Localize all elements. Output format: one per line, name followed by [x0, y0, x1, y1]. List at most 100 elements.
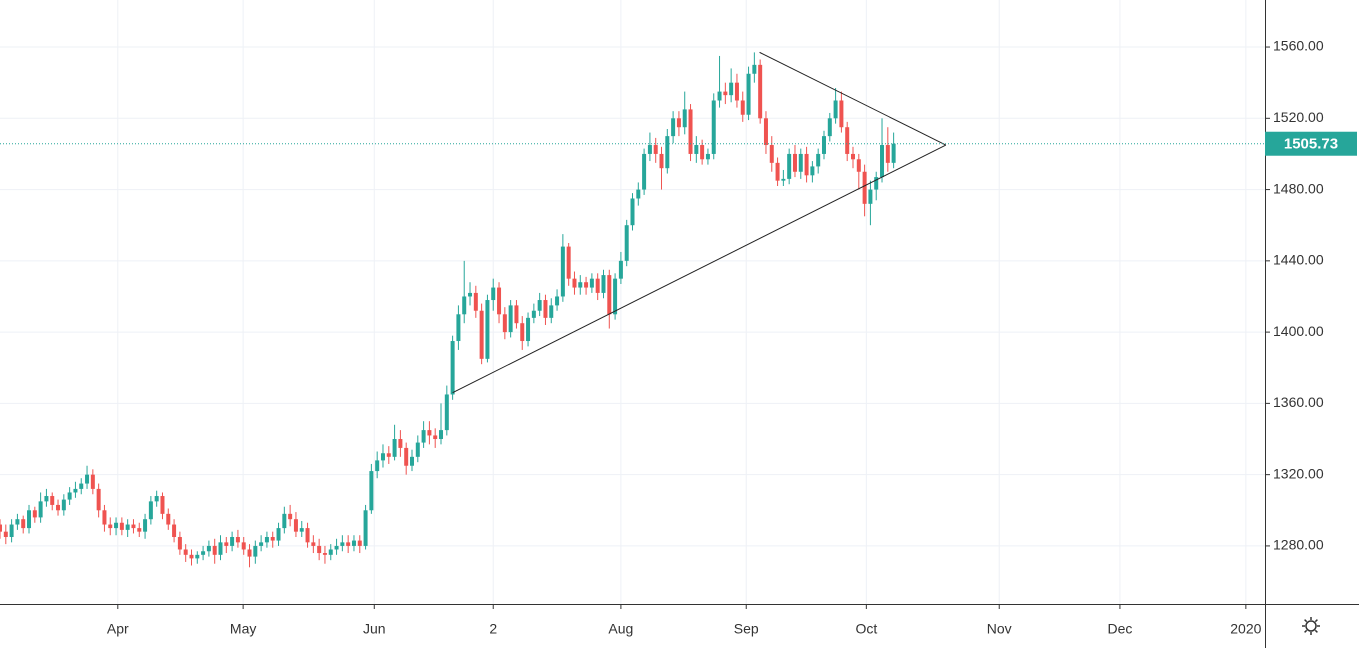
candle-body — [891, 143, 896, 163]
candle-body — [450, 341, 455, 395]
candle-body — [131, 524, 136, 529]
candle-body — [21, 519, 26, 529]
candle-body — [560, 246, 565, 297]
candle-body — [357, 540, 362, 546]
candle-body — [212, 545, 217, 555]
candle-body — [618, 260, 623, 279]
candle-body — [143, 519, 148, 532]
candle-body — [299, 528, 304, 532]
candle-body — [572, 278, 577, 288]
candle-body — [676, 118, 681, 128]
candle-body — [688, 109, 693, 154]
candle-body — [259, 542, 264, 546]
candle-body — [821, 136, 826, 154]
candle-body — [502, 314, 507, 333]
candle-body — [369, 471, 374, 511]
candle-body — [468, 292, 473, 297]
candle-body — [531, 310, 536, 318]
candle-body — [114, 522, 119, 529]
marks — [0, 51, 1265, 568]
candle-body — [235, 537, 240, 543]
candle-body — [409, 456, 414, 466]
candle-body — [195, 554, 200, 559]
settings-icon[interactable] — [1302, 617, 1320, 635]
candle-body — [462, 296, 467, 315]
candle-body — [601, 275, 606, 293]
candle-body — [584, 282, 589, 288]
candle-body — [154, 496, 159, 502]
candle-body — [183, 549, 188, 555]
candle-body — [589, 278, 594, 288]
candle-body — [230, 537, 235, 546]
labels: 1280.00 1320.00 1360.00 1400.00 1440.00 1480.… — [107, 38, 1357, 637]
candle-body — [317, 545, 322, 554]
candle-body — [665, 136, 670, 169]
candle-body — [526, 317, 531, 342]
candle-body — [485, 300, 490, 359]
candle-body — [85, 474, 90, 484]
candle-body — [682, 109, 687, 128]
candle-body — [613, 278, 618, 315]
candle-body — [264, 537, 269, 543]
candle-body — [781, 178, 786, 181]
candle-body — [479, 310, 484, 359]
candle-body — [549, 305, 554, 318]
candle-body — [67, 492, 72, 500]
candle-body — [723, 91, 728, 96]
candle-body — [32, 510, 37, 518]
grid — [0, 0, 1265, 604]
candle-body — [868, 189, 873, 204]
candle-body — [816, 153, 821, 167]
candle-body — [282, 513, 287, 529]
candle-body — [856, 159, 861, 172]
y-tick-label: 1520.00 — [1273, 109, 1324, 125]
y-tick-label: 1400.00 — [1273, 323, 1324, 339]
candle-body — [624, 225, 629, 261]
candle-body — [543, 300, 548, 318]
candle-body — [172, 524, 177, 538]
candle-body — [44, 496, 49, 502]
candle-body — [427, 430, 432, 436]
candle-body — [253, 545, 258, 557]
trend-line — [452, 144, 947, 394]
candle-body — [433, 435, 438, 440]
candle-body — [392, 439, 397, 457]
candle-body — [293, 519, 298, 532]
candle-body — [595, 278, 600, 293]
y-tick-label: 1560.00 — [1273, 38, 1324, 54]
candle-body — [15, 519, 20, 525]
candle-body — [421, 430, 426, 443]
candle-body — [473, 292, 478, 311]
x-tick-label: Jun — [363, 621, 386, 637]
y-tick-label: 1480.00 — [1273, 180, 1324, 196]
candle-body — [862, 171, 867, 204]
candle-body — [880, 145, 885, 178]
candle-body — [769, 145, 774, 163]
candle-body — [102, 510, 107, 525]
candle-body — [439, 430, 444, 440]
candle-body — [566, 246, 571, 279]
candle-body — [851, 153, 856, 160]
candle-body — [351, 540, 356, 546]
candle-body — [671, 118, 676, 137]
candle-body — [404, 447, 409, 466]
candle-body — [497, 287, 502, 315]
candle-body — [322, 553, 327, 555]
candle-body — [845, 127, 850, 154]
candle-body — [456, 314, 461, 342]
candle-body — [537, 300, 542, 311]
candle-body — [50, 496, 55, 505]
candle-body — [247, 549, 252, 557]
candle-body — [729, 82, 734, 96]
candle-body — [833, 100, 838, 119]
candle-body — [79, 483, 84, 489]
candle-body — [740, 100, 745, 115]
candle-body — [160, 496, 165, 514]
candle-body — [508, 305, 513, 333]
candle-body — [444, 394, 449, 431]
candle-body — [763, 118, 768, 146]
candle-body — [38, 501, 43, 518]
candle-body — [328, 549, 333, 555]
x-tick-label: May — [230, 621, 256, 637]
